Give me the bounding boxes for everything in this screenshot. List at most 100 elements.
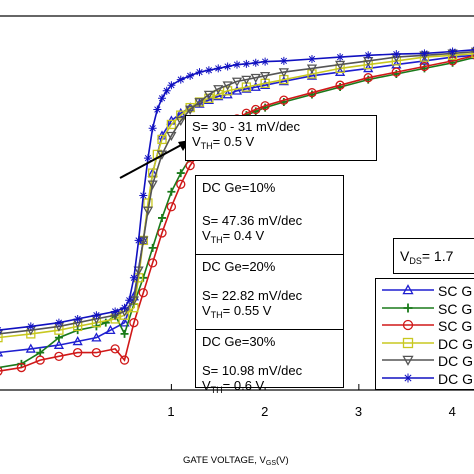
dc-ge30-title: DC Ge=30%: [202, 334, 276, 349]
x-tick-label: 2: [261, 404, 269, 419]
vds-label-box: VDS= 1.7: [393, 238, 474, 274]
data-point: [185, 105, 196, 115]
data-point: [448, 47, 457, 56]
data-point: [203, 90, 214, 100]
legend-entry: DC G: [376, 334, 474, 356]
data-point: [162, 86, 171, 95]
data-point: [148, 243, 157, 252]
data-point: [16, 362, 27, 373]
data-point: [120, 329, 129, 338]
data-point: [166, 202, 177, 212]
data-point: [105, 324, 116, 335]
data-point: [213, 89, 223, 100]
dc-ge10-vth: VTH= 0.4 V: [202, 228, 265, 245]
data-point: [336, 53, 345, 62]
legend-label: SC G: [438, 283, 473, 299]
plot-frame: [0, 15, 474, 391]
data-point: [36, 348, 45, 357]
x-tick-label: 4: [448, 404, 456, 419]
data-point: [420, 49, 429, 58]
annotation-s-value: S= 30 - 31 mV/dec: [192, 119, 301, 134]
dc-ge10-s: S= 47.36 mV/dec: [202, 213, 303, 228]
x-tick-label: 1: [167, 404, 175, 419]
data-point: [278, 68, 289, 78]
data-point: [153, 105, 162, 114]
data-point: [158, 94, 167, 103]
dc-ge30-s: S= 10.98 mV/dec: [202, 363, 303, 378]
data-point: [242, 59, 251, 68]
data-point: [204, 66, 213, 75]
data-point: [133, 266, 144, 276]
data-point: [158, 213, 167, 222]
legend-entry: SC G: [376, 299, 474, 321]
data-point: [139, 191, 148, 200]
data-point: [35, 355, 45, 365]
data-point: [186, 71, 195, 80]
legend-swatch: [382, 284, 434, 295]
data-point: [402, 337, 414, 348]
data-point: [335, 80, 345, 90]
legend-label: SC G: [438, 300, 473, 317]
data-point: [402, 319, 414, 331]
legend-entry: DC G: [376, 351, 474, 373]
data-point: [306, 70, 318, 80]
legend-swatch: [382, 355, 434, 366]
data-point: [307, 55, 316, 64]
data-point: [0, 367, 3, 376]
data-point: [129, 273, 138, 282]
data-point: [279, 56, 288, 65]
legend-label: SC G: [438, 318, 473, 334]
separator: [196, 329, 343, 330]
data-point: [73, 314, 82, 323]
data-point: [120, 303, 129, 312]
legend-swatch: [382, 373, 434, 382]
data-point: [91, 347, 102, 358]
data-point: [53, 339, 65, 349]
data-point: [403, 303, 413, 312]
annotation-vth: VTH= 0.5 V: [192, 134, 255, 151]
legend-entry: DC G: [376, 369, 474, 390]
data-point: [402, 284, 414, 295]
data-point: [195, 68, 204, 77]
data-point: [54, 351, 64, 361]
data-point: [471, 48, 474, 59]
separator: [196, 254, 343, 255]
data-point: [72, 336, 83, 346]
legend-entry: SC G: [376, 316, 474, 338]
data-point: [157, 134, 167, 145]
data-point: [241, 75, 252, 85]
annotation-box-dc-ge: DC Ge=10% S= 47.36 mV/dec VTH= 0.4 V DC …: [195, 175, 344, 395]
data-point: [110, 344, 120, 354]
data-point: [92, 311, 101, 320]
data-point: [143, 154, 152, 163]
data-point: [26, 322, 35, 331]
data-point: [54, 318, 63, 327]
data-point: [278, 76, 289, 86]
data-point: [419, 55, 430, 65]
data-point: [222, 86, 233, 96]
data-point: [167, 81, 176, 90]
data-point: [260, 79, 271, 90]
annotation-box-subthreshold: S= 30 - 31 mV/dec VTH= 0.5 V: [185, 115, 377, 161]
dc-ge20-vth: VTH= 0.55 V: [202, 303, 272, 320]
legend-swatch: [382, 319, 434, 331]
legend-swatch: [382, 337, 434, 348]
legend-entry: SC G: [376, 281, 474, 303]
data-point: [403, 373, 413, 382]
data-point: [250, 81, 261, 91]
data-point: [334, 66, 346, 76]
data-point: [222, 81, 233, 91]
data-point: [402, 355, 414, 366]
data-point: [419, 61, 430, 72]
dc-ge20-s: S= 22.82 mV/dec: [202, 288, 303, 303]
data-point: [73, 347, 83, 358]
dc-ge20-title: DC Ge=20%: [202, 259, 276, 274]
data-point: [307, 88, 317, 98]
data-point: [119, 317, 130, 327]
data-point: [138, 288, 148, 298]
x-tick-label: 3: [354, 404, 363, 419]
legend: SC G SC G SC G DC G DC G DC G: [375, 278, 474, 390]
data-point: [142, 206, 154, 216]
data-point: [213, 85, 224, 95]
